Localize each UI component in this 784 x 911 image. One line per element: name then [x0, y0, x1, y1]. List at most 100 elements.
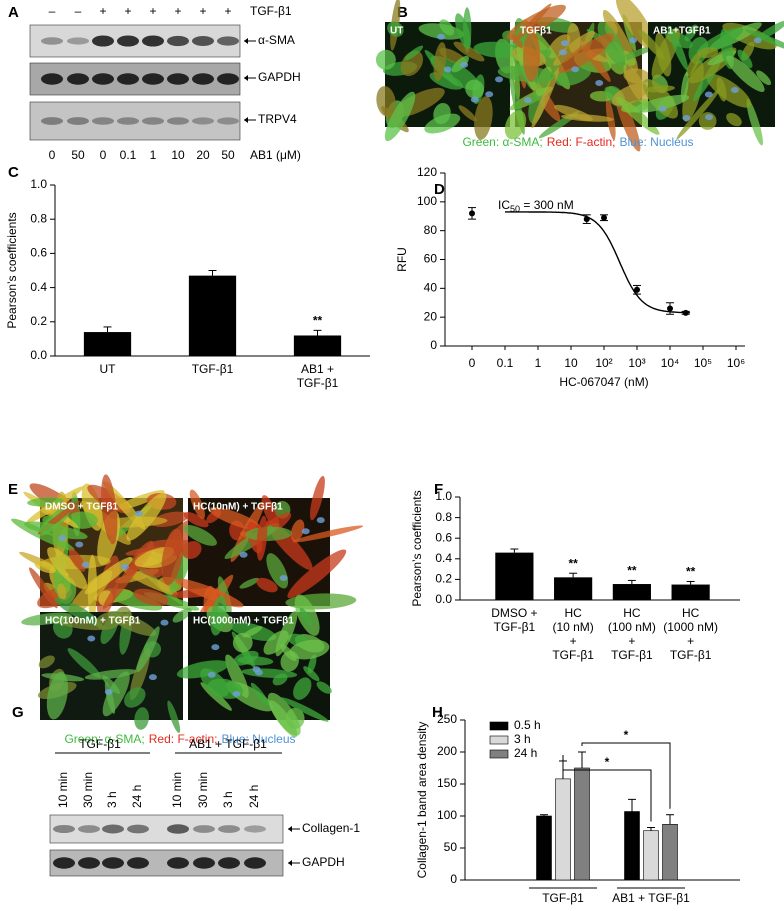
cell — [555, 66, 592, 87]
arrow-head — [288, 826, 292, 832]
band-label: GAPDH — [258, 70, 301, 84]
cell — [101, 474, 118, 545]
dose-label: 20 — [196, 148, 210, 162]
panel-letter: F — [434, 481, 443, 498]
cell — [174, 578, 244, 608]
y-tick-label: 0.4 — [435, 551, 452, 565]
treatment-sign: + — [149, 4, 156, 18]
x-tick-label: HC — [682, 606, 700, 620]
y-tick-label: 20 — [424, 309, 438, 323]
blot-band — [142, 73, 164, 85]
cell — [553, 30, 595, 66]
cell — [280, 643, 297, 662]
cell — [697, 47, 719, 59]
panel-letter: H — [432, 704, 443, 721]
bar — [293, 335, 342, 356]
x-tick-label: 1 — [535, 356, 542, 370]
blot-band — [78, 857, 100, 869]
blot-band — [218, 825, 240, 833]
significance: ** — [627, 564, 637, 578]
cell — [167, 700, 181, 733]
caption-part: Red: F-actin; — [547, 135, 616, 149]
bar — [643, 830, 659, 881]
nucleus — [58, 534, 67, 541]
panel-letter: D — [434, 181, 445, 198]
treatment-sign: + — [199, 4, 206, 18]
cell — [21, 612, 72, 626]
arrow-head — [244, 117, 248, 123]
cell — [29, 567, 58, 609]
cell — [293, 677, 312, 700]
cell — [465, 79, 485, 99]
blot-band — [217, 117, 239, 125]
nucleus — [160, 619, 169, 626]
x-tick-label: HC — [623, 606, 641, 620]
cell — [34, 560, 56, 574]
significance-bracket — [581, 742, 671, 809]
lane-label: 3 h — [221, 791, 235, 808]
nucleus — [629, 37, 638, 44]
y-tick-label: 0.6 — [435, 530, 452, 544]
x-tick-label: AB1 + — [301, 362, 334, 376]
legend-swatch — [489, 749, 509, 759]
cell — [189, 489, 205, 520]
micrograph: AB1+TGFβ1 — [631, 20, 784, 146]
y-tick-label: 0.0 — [435, 592, 452, 606]
cell — [387, 21, 404, 37]
cell — [726, 113, 742, 127]
cell — [46, 671, 69, 720]
x-tick-label: (100 nM) — [608, 620, 656, 634]
y-tick-label: 0.8 — [435, 510, 452, 524]
lane-label: 24 h — [130, 785, 144, 808]
cell — [376, 86, 396, 117]
caption-part: Green: α-SMA; — [462, 135, 542, 149]
cell — [512, 3, 552, 44]
y-tick-label: 0.8 — [30, 211, 47, 225]
blot-band — [192, 73, 214, 85]
lane-label: 30 min — [81, 772, 95, 808]
treatment-label: TGF-β1 — [250, 4, 292, 18]
x-tick-label: 10⁴ — [661, 356, 680, 370]
cell — [737, 49, 753, 69]
blot-band — [167, 117, 189, 125]
bar — [554, 577, 593, 600]
cell — [54, 598, 103, 627]
blot-band — [217, 36, 239, 46]
treatment-sign: + — [224, 4, 231, 18]
blot-band — [41, 37, 63, 45]
image-label: AB1+TGFβ1 — [653, 26, 711, 37]
x-tick-label: TGF-β1 — [192, 362, 234, 376]
cell — [122, 568, 179, 596]
nucleus — [316, 517, 325, 524]
bar — [612, 584, 651, 600]
cell — [102, 675, 121, 695]
group-label: AB1 + TGF-β1 — [189, 737, 267, 751]
nucleus — [558, 49, 567, 56]
annotation-part: IC — [498, 198, 510, 212]
treatment-sign: + — [99, 4, 106, 18]
cell — [200, 682, 232, 711]
blot-band — [117, 73, 139, 85]
cell — [126, 492, 167, 541]
band-label: α-SMA — [258, 33, 295, 47]
cell — [27, 497, 64, 507]
cell — [299, 607, 313, 626]
x-tick-label: (1000 nM) — [663, 620, 718, 634]
lane-label: 30 min — [196, 772, 210, 808]
nucleus — [104, 688, 113, 695]
cell — [614, 91, 641, 152]
cell — [261, 495, 280, 530]
cell — [232, 632, 253, 653]
cell — [280, 697, 329, 722]
panel-letter: C — [8, 164, 19, 181]
x-tick-label: 10 — [564, 356, 578, 370]
panel-letter: A — [8, 4, 19, 21]
bar — [83, 332, 132, 356]
cell — [558, 33, 615, 73]
y-tick-label: 0.4 — [30, 280, 47, 294]
nucleus — [470, 96, 479, 103]
y-tick-label: 1.0 — [30, 177, 47, 191]
blot-band — [117, 117, 139, 125]
y-tick-label: 150 — [437, 776, 457, 790]
